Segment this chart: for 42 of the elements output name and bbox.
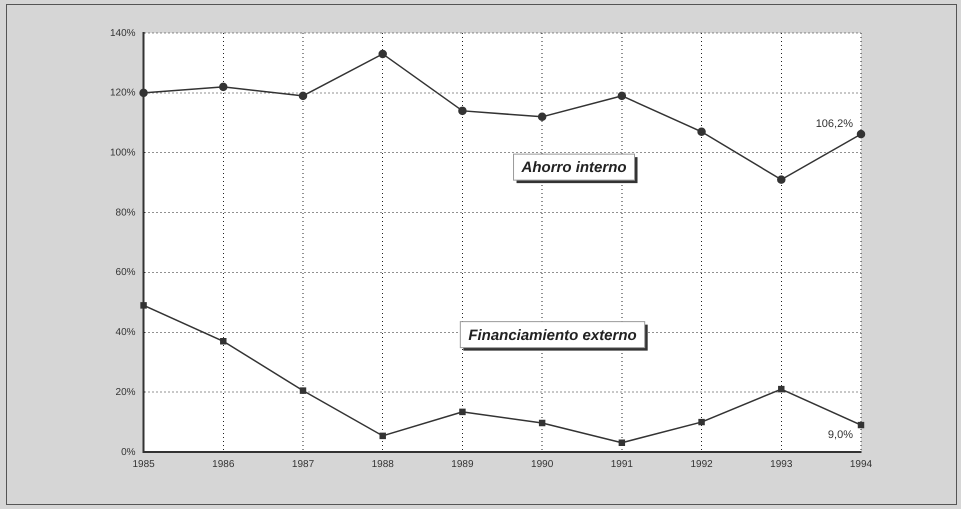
- point: [220, 338, 227, 344]
- data-label: 106,2%: [816, 118, 854, 130]
- point: [298, 92, 308, 100]
- y-tick-label: 140%: [110, 28, 136, 39]
- point: [459, 408, 466, 416]
- point: [219, 82, 228, 92]
- point: [858, 422, 864, 428]
- point: [139, 88, 148, 98]
- point: [538, 112, 546, 122]
- point: [379, 432, 386, 440]
- point: [300, 387, 306, 394]
- point: [618, 92, 626, 100]
- y-tick-label: 120%: [110, 88, 136, 99]
- x-tick-label: 1986: [212, 458, 235, 470]
- x-tick-label: 1994: [850, 458, 873, 470]
- text: Financiamiento externo: [468, 326, 637, 344]
- y-tick-label: 40%: [116, 327, 136, 338]
- point: [698, 418, 705, 426]
- x-tick-label: 1993: [770, 458, 793, 470]
- point: [140, 302, 147, 309]
- text: Ahorro interno: [520, 159, 627, 176]
- x-tick-label: 1989: [451, 458, 474, 470]
- point: [697, 128, 706, 136]
- x-tick-label: 1988: [372, 458, 394, 470]
- x-tick-label: 1985: [132, 458, 156, 470]
- point: [778, 386, 785, 392]
- point: [458, 106, 467, 116]
- y-tick-label: 100%: [110, 147, 136, 158]
- x-tick-label: 1992: [690, 458, 714, 470]
- y-tick-label: 0%: [121, 446, 136, 458]
- point: [378, 50, 387, 58]
- x-tick-label: 1990: [531, 458, 554, 470]
- point: [856, 130, 866, 138]
- y-tick-label: 60%: [116, 267, 136, 278]
- y-tick-label: 80%: [116, 207, 136, 218]
- data-label: 9,0%: [828, 429, 854, 442]
- point: [538, 420, 546, 426]
- x-tick-label: 1991: [610, 458, 634, 470]
- y-tick-label: 20%: [116, 386, 136, 398]
- x-tick-label: 1987: [292, 458, 315, 470]
- point: [777, 175, 786, 184]
- point: [618, 440, 626, 446]
